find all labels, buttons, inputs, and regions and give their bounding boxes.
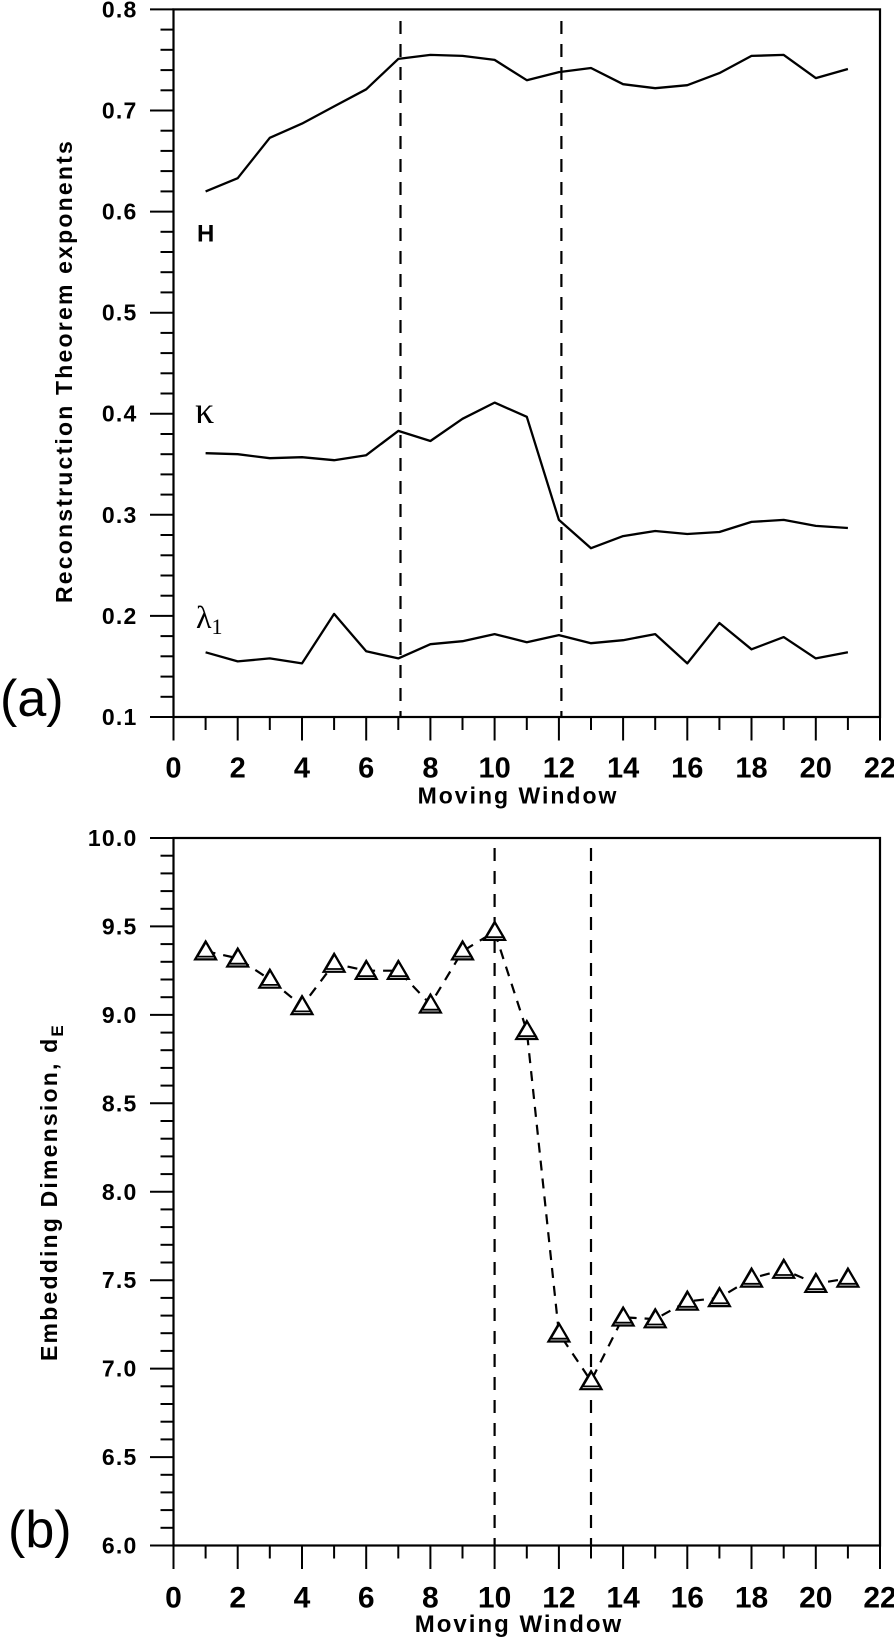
svg-text:0.7: 0.7 (102, 98, 138, 124)
svg-text:0: 0 (165, 1582, 182, 1615)
svg-text:14: 14 (606, 1582, 640, 1615)
svg-text:18: 18 (735, 1582, 768, 1615)
svg-text:10.0: 10.0 (88, 825, 138, 851)
svg-text:4: 4 (294, 753, 310, 785)
svg-text:(b): (b) (8, 1501, 72, 1559)
svg-text:0.1: 0.1 (102, 704, 138, 730)
svg-text:Embedding Dimension, dE: Embedding Dimension, dE (36, 1023, 67, 1361)
svg-text:7.0: 7.0 (102, 1356, 138, 1382)
svg-text:0.4: 0.4 (102, 401, 138, 427)
svg-text:10: 10 (478, 1582, 511, 1615)
svg-text:12: 12 (543, 753, 575, 785)
svg-text:22: 22 (863, 1582, 894, 1615)
svg-text:0.8: 0.8 (102, 0, 138, 22)
svg-text:20: 20 (799, 1582, 832, 1615)
svg-text:7.5: 7.5 (102, 1267, 138, 1293)
svg-text:22: 22 (864, 753, 894, 785)
svg-text:6: 6 (358, 1582, 375, 1615)
svg-text:8: 8 (422, 1582, 439, 1615)
svg-text:18: 18 (735, 753, 767, 785)
svg-text:8.5: 8.5 (102, 1090, 138, 1116)
svg-text:6.5: 6.5 (102, 1444, 138, 1470)
svg-text:4: 4 (294, 1582, 311, 1615)
svg-text:H: H (197, 221, 214, 248)
svg-text:(a): (a) (0, 670, 64, 728)
svg-text:8.0: 8.0 (102, 1179, 138, 1205)
svg-text:9.5: 9.5 (102, 913, 138, 939)
svg-text:0.5: 0.5 (102, 300, 138, 326)
svg-text:0.3: 0.3 (102, 502, 138, 528)
svg-text:10: 10 (478, 753, 510, 785)
svg-text:6: 6 (358, 753, 374, 785)
svg-text:κ: κ (195, 390, 214, 432)
svg-text:16: 16 (671, 1582, 704, 1615)
svg-text:20: 20 (800, 753, 832, 785)
svg-text:0.6: 0.6 (102, 199, 138, 225)
svg-text:Moving Window: Moving Window (415, 1611, 623, 1638)
svg-text:9.0: 9.0 (102, 1002, 138, 1028)
svg-text:12: 12 (542, 1582, 575, 1615)
svg-text:0: 0 (165, 753, 181, 785)
svg-text:2: 2 (229, 1582, 246, 1615)
svg-text:6.0: 6.0 (102, 1533, 138, 1559)
svg-text:2: 2 (230, 753, 246, 785)
svg-text:16: 16 (671, 753, 703, 785)
svg-text:Moving Window: Moving Window (418, 783, 619, 809)
svg-text:14: 14 (607, 753, 639, 785)
svg-text:8: 8 (422, 753, 438, 785)
svg-text:Reconstruction Theorem exponen: Reconstruction Theorem exponents (51, 139, 77, 603)
svg-text:0.2: 0.2 (102, 603, 138, 629)
